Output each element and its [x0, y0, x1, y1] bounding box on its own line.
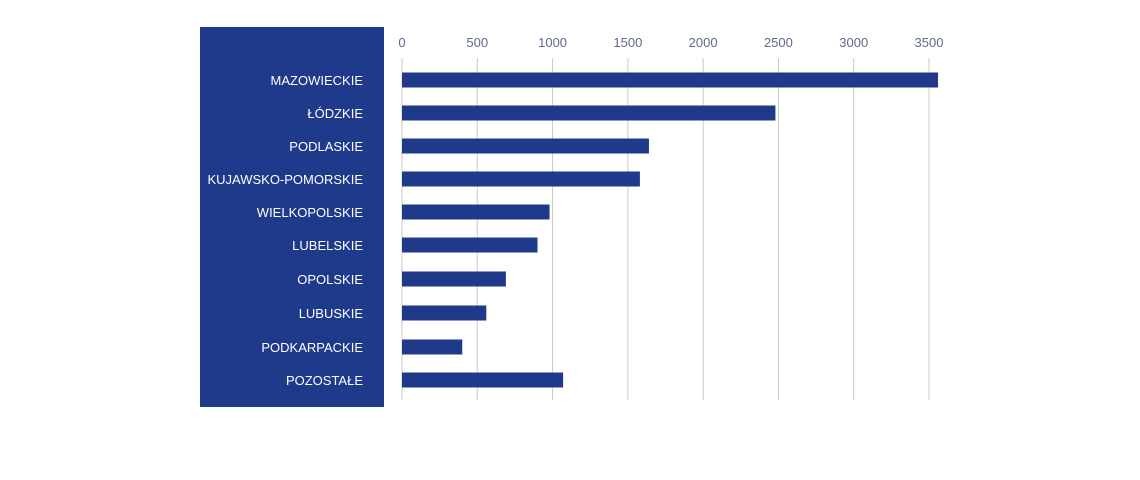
bar [402, 237, 538, 253]
x-axis-ticks: 0 500 1000 1500 2000 2500 3000 3500 [398, 35, 943, 50]
x-tick-label: 3000 [839, 35, 868, 50]
bar [402, 138, 649, 154]
bar [402, 271, 506, 287]
category-label: PODKARPACKIE [261, 340, 363, 355]
x-tick-label: 500 [466, 35, 488, 50]
x-tick-label: 2500 [764, 35, 793, 50]
category-label: WIELKOPOLSKIE [257, 205, 364, 220]
x-tick-label: 1000 [538, 35, 567, 50]
category-label: ŁÓDZKIE [307, 106, 363, 121]
bar [402, 72, 939, 88]
category-label: OPOLSKIE [297, 272, 363, 287]
bar [402, 105, 776, 121]
bar [402, 171, 640, 187]
x-tick-label: 0 [398, 35, 405, 50]
x-tick-label: 3500 [915, 35, 944, 50]
bars [402, 72, 939, 388]
bar [402, 372, 564, 388]
category-label: MAZOWIECKIE [271, 73, 364, 88]
category-label-panel [200, 27, 384, 407]
x-tick-label: 1500 [613, 35, 642, 50]
x-tick-label: 2000 [689, 35, 718, 50]
bar [402, 305, 487, 321]
category-label: PODLASKIE [289, 139, 363, 154]
category-labels: MAZOWIECKIE ŁÓDZKIE PODLASKIE KUJAWSKO-POMO… [207, 73, 363, 388]
category-label: LUBELSKIE [292, 238, 363, 253]
bar [402, 204, 550, 220]
category-label: POZOSTAŁE [286, 373, 363, 388]
bar [402, 339, 463, 355]
category-label: KUJAWSKO-POMORSKIE [207, 172, 363, 187]
category-label: LUBUSKIE [299, 306, 364, 321]
